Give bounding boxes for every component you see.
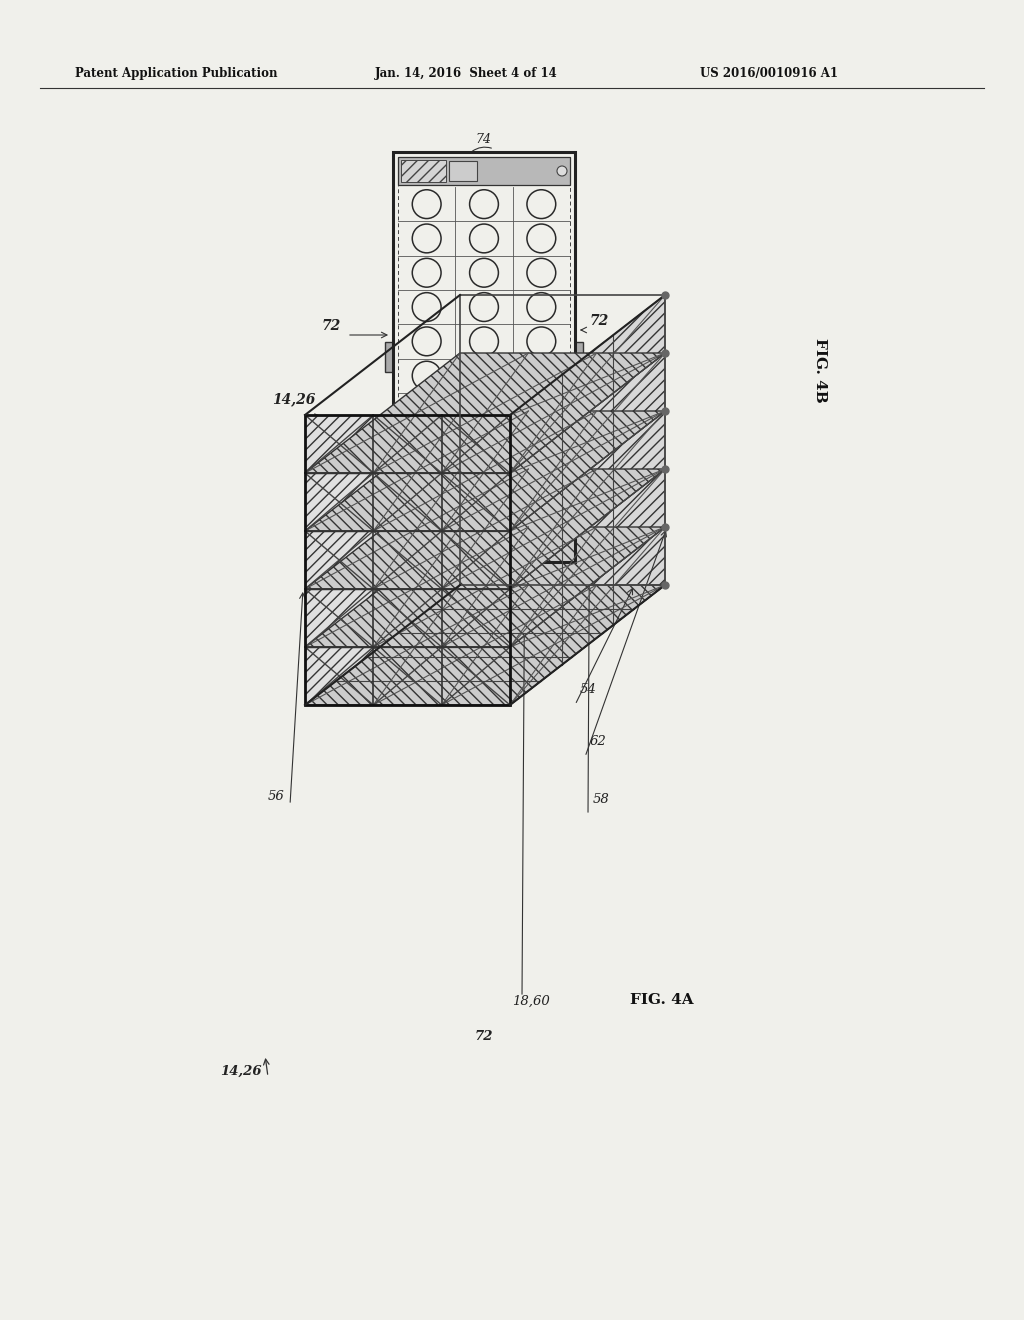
- Text: 74: 74: [455, 568, 471, 581]
- Polygon shape: [510, 352, 665, 531]
- Text: 14,26: 14,26: [272, 392, 315, 407]
- Bar: [398, 532, 570, 557]
- Text: 62: 62: [590, 735, 607, 748]
- Bar: [449, 161, 477, 181]
- Text: 18,60: 18,60: [512, 995, 550, 1008]
- Bar: [402, 536, 424, 553]
- Polygon shape: [510, 527, 665, 705]
- Text: 14,26: 14,26: [220, 1065, 261, 1078]
- Text: 56: 56: [268, 789, 285, 803]
- Polygon shape: [305, 585, 665, 705]
- Bar: [393, 152, 575, 562]
- Polygon shape: [305, 589, 510, 647]
- Text: 56: 56: [345, 492, 361, 506]
- Text: 58: 58: [593, 793, 609, 807]
- Polygon shape: [305, 527, 665, 647]
- Polygon shape: [305, 473, 510, 531]
- Polygon shape: [305, 411, 665, 531]
- Polygon shape: [510, 411, 665, 589]
- Polygon shape: [510, 294, 665, 473]
- Text: 72: 72: [322, 319, 341, 333]
- Bar: [428, 536, 446, 553]
- Circle shape: [557, 166, 567, 176]
- Text: Patent Application Publication: Patent Application Publication: [75, 66, 278, 79]
- Text: 72: 72: [590, 314, 609, 327]
- Bar: [575, 342, 583, 372]
- Polygon shape: [305, 531, 510, 589]
- Polygon shape: [510, 469, 665, 647]
- Polygon shape: [305, 414, 510, 473]
- Polygon shape: [305, 647, 510, 705]
- Text: FIG. 4B: FIG. 4B: [813, 338, 827, 403]
- Text: US 2016/0010916 A1: US 2016/0010916 A1: [700, 66, 838, 79]
- Bar: [398, 157, 570, 185]
- Text: Jan. 14, 2016  Sheet 4 of 14: Jan. 14, 2016 Sheet 4 of 14: [375, 66, 558, 79]
- Polygon shape: [305, 469, 665, 589]
- Text: 72: 72: [475, 1030, 494, 1043]
- Text: 74: 74: [475, 133, 490, 147]
- Bar: [401, 160, 446, 182]
- Bar: [398, 157, 570, 557]
- Text: 54: 54: [580, 682, 597, 696]
- Polygon shape: [305, 352, 665, 473]
- Text: 58: 58: [578, 492, 595, 506]
- Text: FIG. 4A: FIG. 4A: [630, 993, 693, 1007]
- Bar: [385, 342, 393, 372]
